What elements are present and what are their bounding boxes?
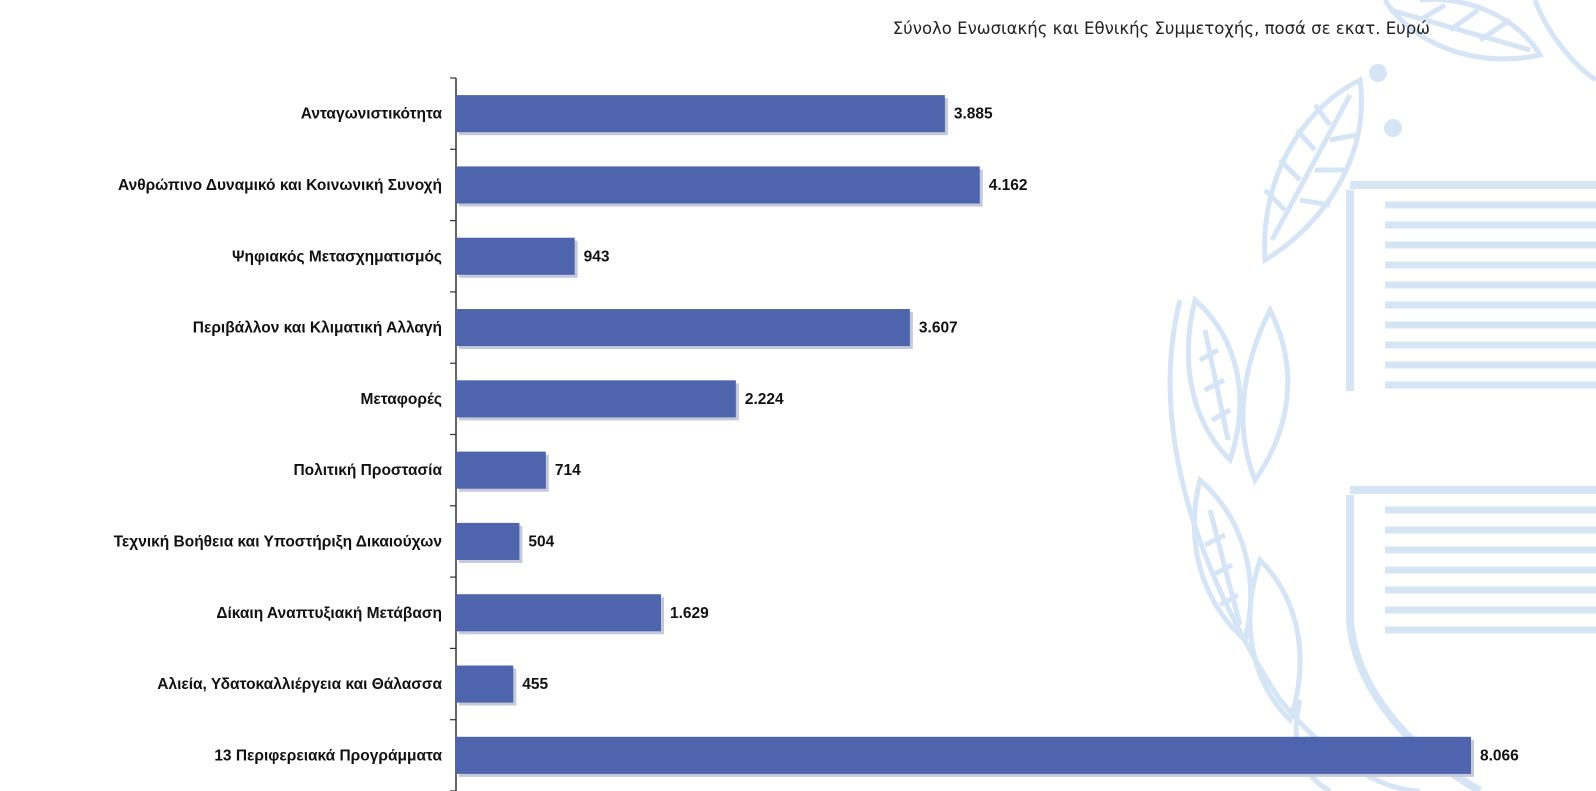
bar: [456, 309, 910, 347]
category-label: Ψηφιακός Μετασχηματισμός: [232, 248, 442, 265]
category-label: Ανθρώπινο Δυναμικό και Κοινωνική Συνοχή: [118, 177, 442, 194]
data-label: 8.066: [1480, 747, 1519, 764]
bar: [456, 594, 661, 632]
data-label: 3.607: [919, 320, 958, 337]
bar: [456, 451, 546, 489]
bar: [456, 95, 945, 133]
data-label: 4.162: [989, 177, 1028, 194]
bar: [456, 665, 514, 703]
data-label: 714: [555, 462, 581, 479]
data-label: 1.629: [670, 605, 709, 622]
bar: [456, 166, 980, 204]
category-label: Δίκαιη Αναπτυξιακή Μετάβαση: [216, 605, 442, 622]
chart-subtitle: Σύνολο Ενωσιακής και Εθνικής Συμμετοχής,…: [892, 19, 1430, 38]
category-label: Περιβάλλον και Κλιματική Αλλαγή: [193, 320, 442, 337]
category-label: Μεταφορές: [361, 391, 442, 408]
category-label: Τεχνική Βοήθεια και Υποστήριξη Δικαιούχω…: [114, 533, 442, 550]
data-label: 504: [528, 533, 554, 550]
bar: [456, 237, 575, 275]
bar: [456, 736, 1471, 774]
category-label: Ανταγωνιστικότητα: [301, 106, 443, 123]
labels: Ανταγωνιστικότητα 3.885 Ανθρώπινο Δυναμικό…: [114, 106, 1520, 765]
data-label: 3.885: [954, 106, 993, 123]
category-label: Πολιτική Προστασία: [293, 462, 442, 479]
bar: [456, 522, 520, 560]
bars: [456, 95, 1474, 777]
bar: [456, 380, 736, 418]
category-label: 13 Περιφερειακά Προγράμματα: [214, 747, 442, 764]
data-label: 2.224: [745, 391, 784, 408]
y-axis: [450, 77, 457, 791]
category-label: Αλιεία, Υδατοκαλλιέργεια και Θάλασσα: [157, 676, 442, 693]
data-label: 943: [584, 248, 610, 265]
data-label: 455: [522, 676, 548, 693]
